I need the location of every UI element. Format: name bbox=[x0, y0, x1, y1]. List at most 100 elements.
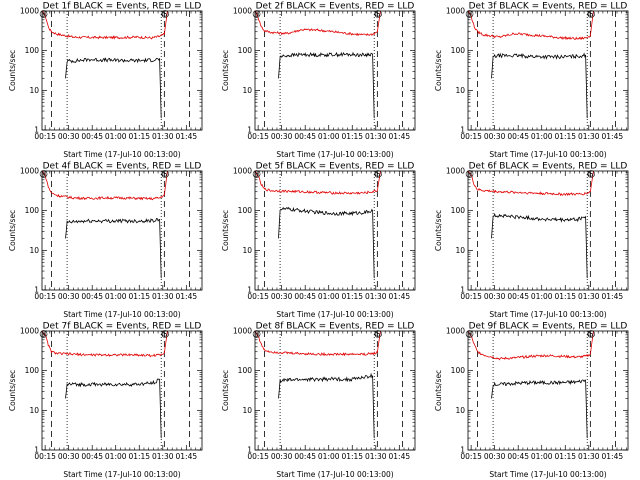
x-tick-label: 01:30 bbox=[578, 292, 600, 301]
y-tick-label: 10 bbox=[242, 86, 252, 95]
y-tick-label: 1000 bbox=[446, 7, 465, 16]
x-tick-label: 00:45 bbox=[507, 132, 529, 141]
y-tick-label: 10 bbox=[242, 406, 252, 415]
y-tick-label: 100 bbox=[451, 366, 466, 375]
y-tick-label: 100 bbox=[238, 206, 253, 215]
x-tick-label: 01:15 bbox=[341, 452, 363, 461]
saa-marker-label: S bbox=[163, 10, 168, 19]
series-events-line bbox=[278, 206, 375, 279]
y-tick-label: 100 bbox=[451, 206, 466, 215]
x-axis-label: Start Time (17-Jul-10 00:13:00) bbox=[63, 470, 180, 479]
y-tick-label: 100 bbox=[25, 366, 40, 375]
x-tick-label: 00:45 bbox=[294, 132, 316, 141]
x-tick-label: 01:00 bbox=[531, 292, 553, 301]
saa-marker-circle bbox=[161, 10, 169, 18]
panel-det-6f: Det 6f BLACK = Events, RED = LLD Counts/s… bbox=[426, 160, 639, 320]
x-tick-label: 00:15 bbox=[247, 132, 269, 141]
series-lld-line bbox=[41, 330, 168, 358]
x-tick-label: 01:30 bbox=[152, 132, 174, 141]
y-tick-label: 100 bbox=[238, 366, 253, 375]
panel-det-2f: Det 2f BLACK = Events, RED = LLD Counts/s… bbox=[213, 0, 426, 160]
x-axis-label: Start Time (17-Jul-10 00:13:00) bbox=[276, 150, 393, 159]
y-tick-label: 1000 bbox=[20, 167, 39, 176]
saa-marker-circle bbox=[374, 170, 382, 178]
panel-det-4f: Det 4f BLACK = Events, RED = LLD Counts/s… bbox=[0, 160, 213, 320]
y-tick-label: 1 bbox=[34, 446, 39, 455]
x-tick-label: 00:15 bbox=[460, 132, 482, 141]
x-tick-label: 01:00 bbox=[105, 452, 127, 461]
saa-marker-circle bbox=[252, 10, 261, 18]
panel-title: Det 6f BLACK = Events, RED = LLD bbox=[469, 162, 628, 172]
saa-marker-circle bbox=[161, 330, 169, 338]
series-events-line bbox=[65, 378, 162, 439]
x-axis-label: Start Time (17-Jul-10 00:13:00) bbox=[63, 150, 180, 159]
y-axis-label: Counts/sec bbox=[8, 50, 17, 91]
panel-det-5f: Det 5f BLACK = Events, RED = LLD Counts/s… bbox=[213, 160, 426, 320]
y-tick-label: 1000 bbox=[446, 327, 465, 336]
x-tick-label: 00:45 bbox=[81, 452, 103, 461]
saa-marker-label: S bbox=[41, 10, 46, 19]
x-tick-label: 00:30 bbox=[484, 452, 506, 461]
series-lld-line bbox=[254, 10, 381, 37]
x-tick-label: 01:45 bbox=[389, 452, 411, 461]
saa-marker-circle bbox=[587, 170, 595, 178]
y-tick-label: 1 bbox=[460, 286, 465, 295]
x-tick-label: 00:45 bbox=[81, 292, 103, 301]
x-tick-label: 01:45 bbox=[602, 452, 624, 461]
x-tick-label: 01:45 bbox=[389, 132, 411, 141]
x-tick-label: 01:15 bbox=[341, 132, 363, 141]
x-axis-label: Start Time (17-Jul-10 00:13:00) bbox=[489, 150, 606, 159]
saa-marker-circle bbox=[587, 10, 595, 18]
series-events-line bbox=[491, 212, 588, 279]
saa-marker-label: S bbox=[41, 170, 46, 179]
x-tick-label: 01:00 bbox=[105, 292, 127, 301]
series-events-line bbox=[278, 51, 375, 119]
y-tick-label: 1 bbox=[34, 286, 39, 295]
x-tick-label: 00:30 bbox=[58, 292, 80, 301]
y-tick-label: 1 bbox=[247, 126, 252, 135]
plot-frame bbox=[41, 170, 203, 291]
y-axis-label: Counts/sec bbox=[8, 370, 17, 411]
panel-det-7f: Det 7f BLACK = Events, RED = LLD Counts/s… bbox=[0, 320, 213, 480]
x-tick-label: 00:15 bbox=[247, 292, 269, 301]
x-tick-label: 01:30 bbox=[578, 132, 600, 141]
x-tick-label: 01:00 bbox=[531, 452, 553, 461]
saa-marker-label: S bbox=[589, 170, 594, 179]
x-tick-label: 00:30 bbox=[271, 132, 293, 141]
plot-frame bbox=[41, 330, 203, 451]
panel-title: Det 2f BLACK = Events, RED = LLD bbox=[256, 2, 415, 12]
panel-title: Det 9f BLACK = Events, RED = LLD bbox=[469, 322, 628, 332]
y-tick-label: 100 bbox=[238, 46, 253, 55]
x-tick-label: 01:45 bbox=[602, 292, 624, 301]
saa-marker-label: S bbox=[589, 330, 594, 339]
saa-marker-label: S bbox=[376, 330, 381, 339]
x-tick-label: 00:45 bbox=[294, 292, 316, 301]
plot-frame bbox=[254, 170, 416, 291]
x-tick-label: 01:45 bbox=[389, 292, 411, 301]
y-axis-label: Counts/sec bbox=[221, 210, 230, 251]
panel-chart-6f: Det 6f BLACK = Events, RED = LLD Counts/s… bbox=[434, 162, 629, 319]
plot-frame bbox=[467, 330, 629, 451]
x-tick-label: 01:15 bbox=[554, 292, 576, 301]
series-events-line bbox=[278, 372, 375, 439]
x-tick-label: 01:30 bbox=[365, 132, 387, 141]
saa-marker-label: S bbox=[467, 170, 472, 179]
series-lld-line bbox=[467, 330, 594, 361]
x-tick-label: 00:45 bbox=[294, 452, 316, 461]
saa-marker-label: S bbox=[254, 330, 259, 339]
y-tick-label: 1000 bbox=[233, 7, 252, 16]
y-axis-label: Counts/sec bbox=[434, 50, 443, 91]
x-tick-label: 01:15 bbox=[341, 292, 363, 301]
x-tick-label: 01:45 bbox=[176, 452, 198, 461]
x-tick-label: 00:15 bbox=[34, 292, 56, 301]
x-axis-label: Start Time (17-Jul-10 00:13:00) bbox=[276, 470, 393, 479]
y-tick-label: 1 bbox=[460, 126, 465, 135]
x-axis-label: Start Time (17-Jul-10 00:13:00) bbox=[63, 310, 180, 319]
saa-marker-label: S bbox=[41, 330, 46, 339]
series-lld-line bbox=[468, 170, 594, 197]
series-events-line bbox=[491, 379, 588, 439]
panel-title: Det 7f BLACK = Events, RED = LLD bbox=[43, 322, 202, 332]
panel-chart-3f: Det 3f BLACK = Events, RED = LLD Counts/s… bbox=[434, 2, 629, 159]
saa-marker-circle bbox=[587, 330, 595, 338]
panel-det-9f: Det 9f BLACK = Events, RED = LLD Counts/s… bbox=[426, 320, 639, 480]
